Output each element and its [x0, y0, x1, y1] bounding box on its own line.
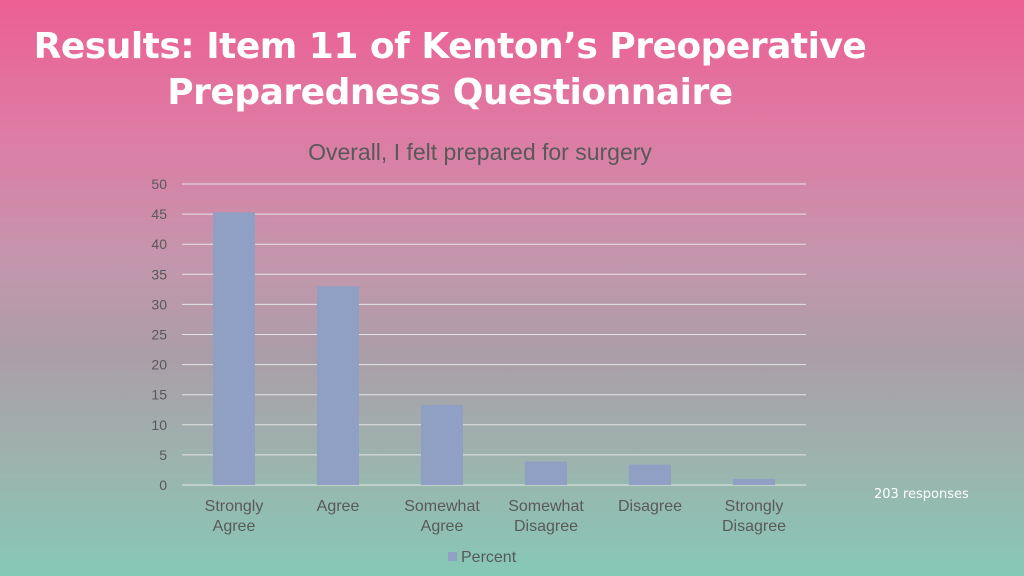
- x-tick-label: Somewhat Disagree: [508, 498, 584, 535]
- y-tick-label: 40: [151, 236, 167, 252]
- y-tick-label: 45: [151, 206, 167, 222]
- x-tick-label: Disagree: [618, 498, 682, 515]
- y-tick-label: 25: [151, 327, 167, 343]
- bar: [213, 212, 255, 485]
- y-axis-ticks: 0 5 10 15 20 25 30 35 40 45 50: [151, 176, 167, 493]
- bars: [213, 212, 775, 485]
- slide-title: Results: Item 11 of Kenton’s Preoperativ…: [0, 24, 900, 116]
- slide-title-line-1: Results: Item 11 of Kenton’s Preoperativ…: [33, 26, 867, 67]
- bar: [733, 478, 775, 485]
- chart-title: Overall, I felt prepared for surgery: [308, 139, 652, 165]
- bar: [317, 286, 359, 485]
- responses-note: 203 responses: [874, 487, 969, 502]
- y-tick-label: 0: [159, 477, 167, 493]
- x-tick-label: Strongly Disagree: [722, 498, 786, 535]
- legend: Percent: [448, 549, 517, 566]
- y-tick-label: 10: [151, 417, 167, 433]
- y-tick-label: 50: [151, 176, 167, 192]
- bar: [629, 464, 671, 485]
- y-tick-label: 35: [151, 266, 167, 282]
- y-tick-label: 5: [159, 447, 167, 463]
- bar: [421, 404, 463, 485]
- x-tick-label: Strongly Agree: [205, 498, 264, 535]
- x-tick-label: Somewhat Agree: [404, 498, 480, 535]
- y-tick-label: 20: [151, 357, 167, 373]
- legend-swatch: [448, 552, 457, 561]
- bar: [525, 461, 567, 485]
- x-axis-ticks: Strongly Agree Agree Somewhat Agree Somewhat D…: [205, 498, 786, 535]
- y-tick-label: 30: [151, 296, 167, 312]
- y-tick-label: 15: [151, 387, 167, 403]
- gridlines: [182, 183, 806, 486]
- x-tick-label: Agree: [317, 498, 360, 515]
- legend-label: Percent: [461, 549, 517, 566]
- slide-title-line-2: Preparedness Questionnaire: [167, 72, 733, 113]
